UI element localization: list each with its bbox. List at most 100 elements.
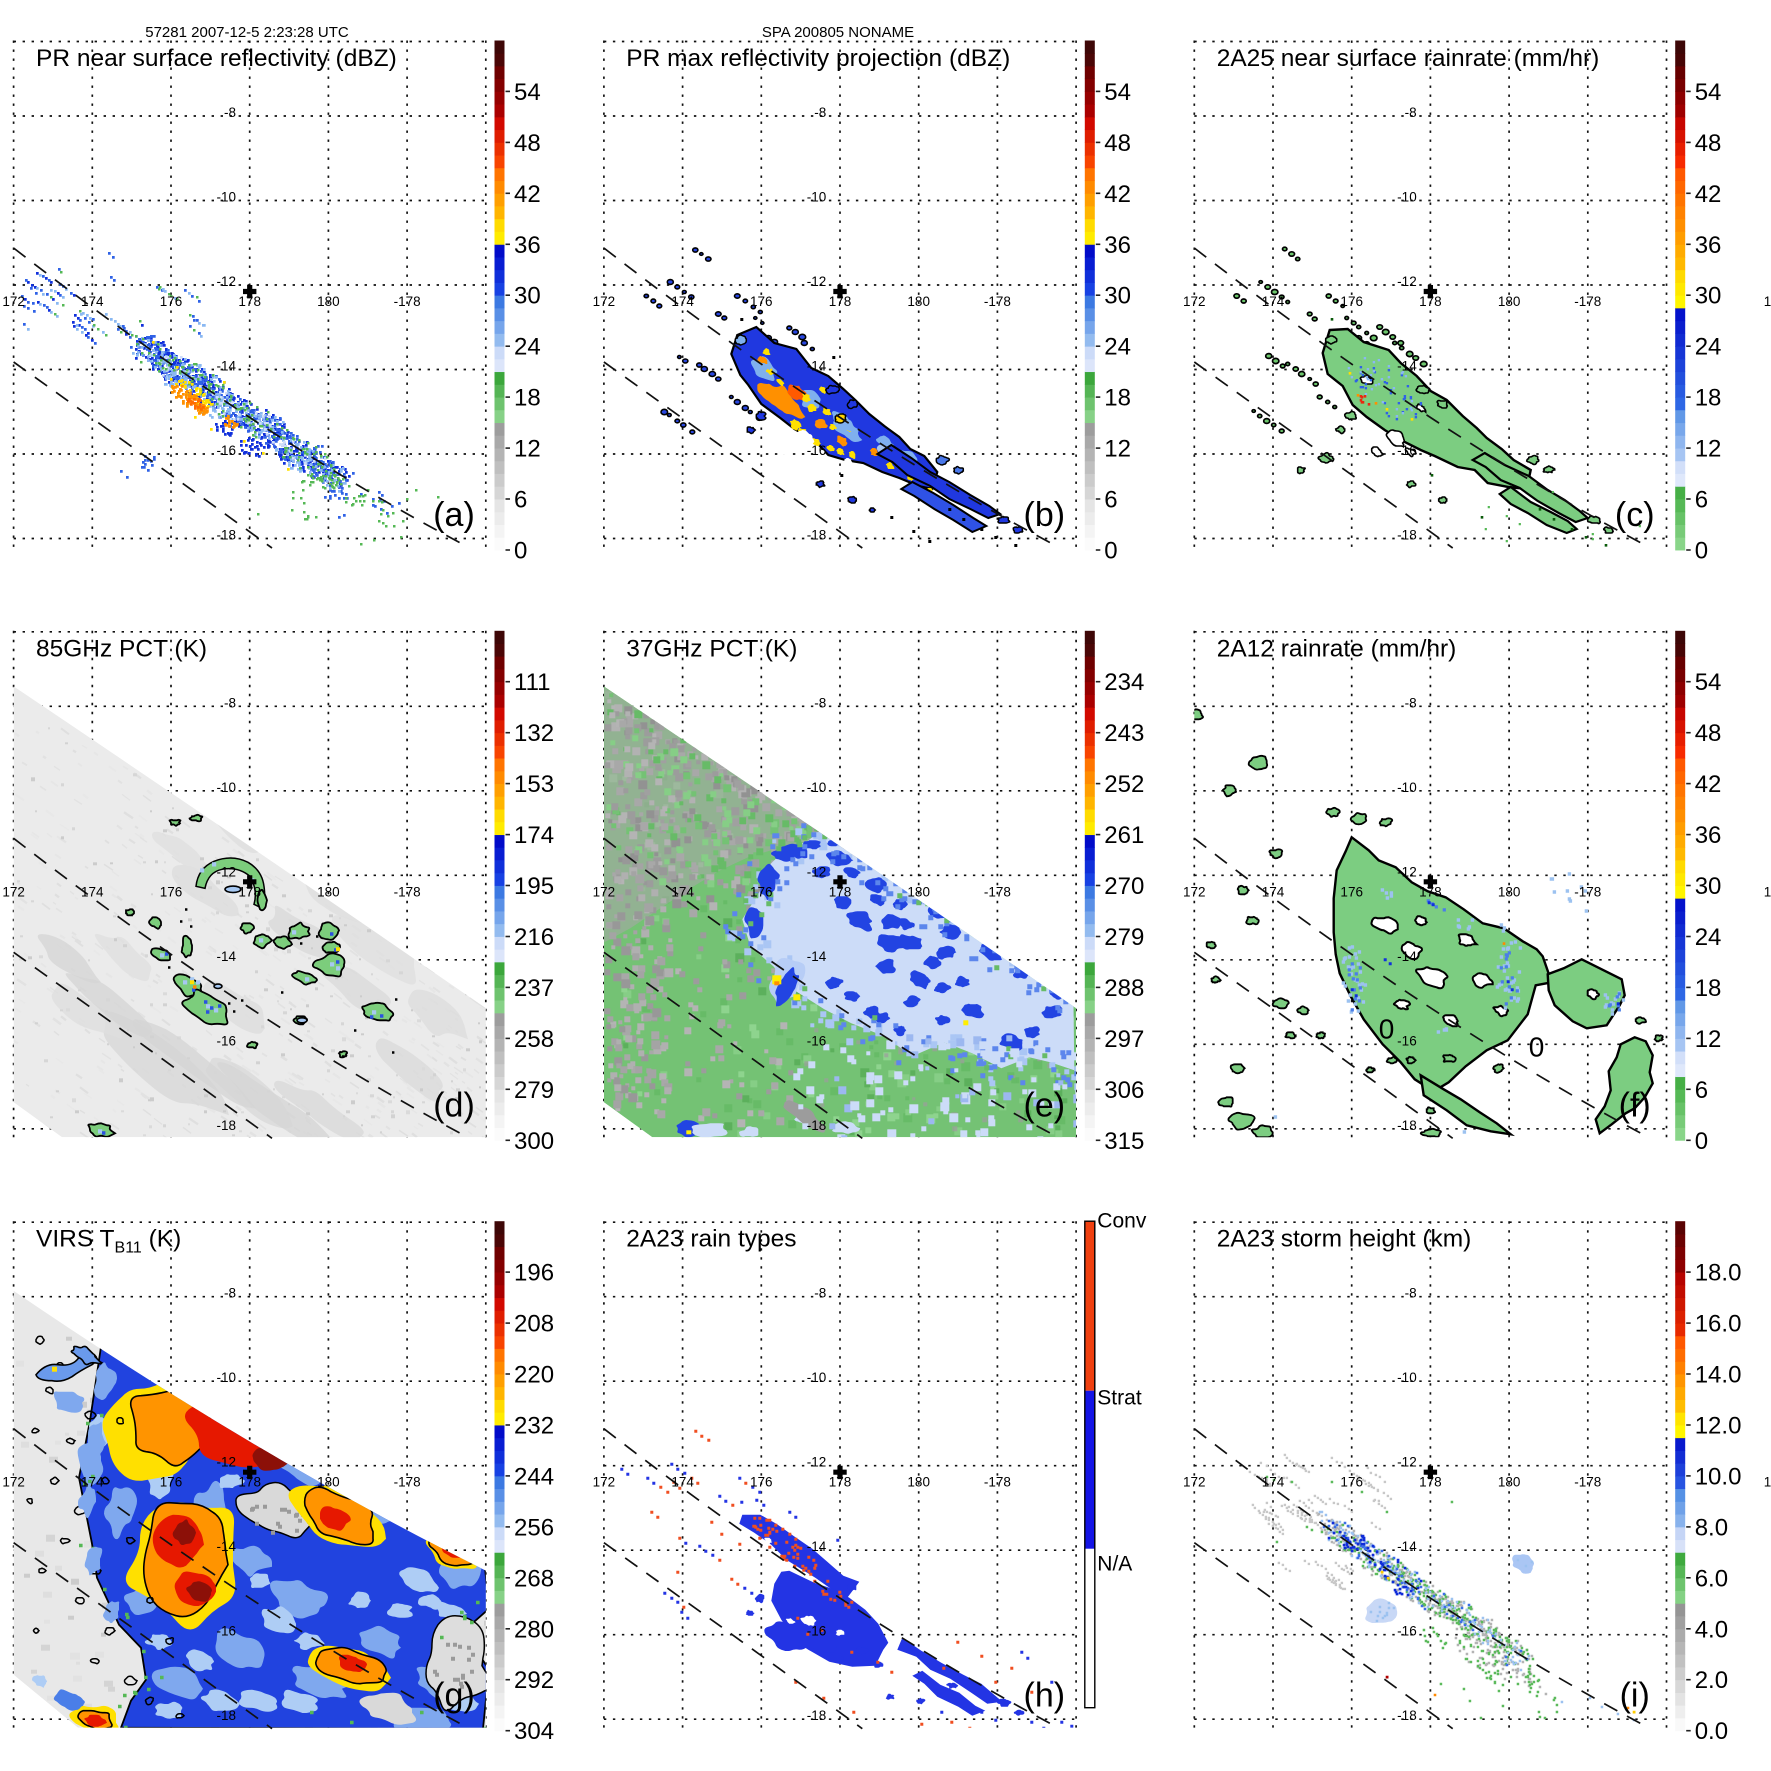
svg-text:30: 30 xyxy=(514,283,541,310)
svg-text:48: 48 xyxy=(1104,130,1131,157)
svg-text:2A23 rain types: 2A23 rain types xyxy=(626,1226,796,1253)
svg-text:-18: -18 xyxy=(1397,1118,1417,1133)
svg-text:174: 174 xyxy=(671,294,694,309)
svg-text:178: 178 xyxy=(238,294,261,309)
svg-text:0: 0 xyxy=(514,538,527,565)
svg-text:178: 178 xyxy=(238,1475,261,1490)
svg-text:237: 237 xyxy=(514,975,554,1002)
svg-text:174: 174 xyxy=(671,1475,694,1490)
svg-text:172: 172 xyxy=(1183,294,1206,309)
svg-text:132: 132 xyxy=(514,720,554,747)
svg-text:-16: -16 xyxy=(1397,1624,1417,1639)
svg-text:0: 0 xyxy=(1104,538,1117,565)
svg-text:178: 178 xyxy=(1419,1475,1442,1490)
svg-text:-178: -178 xyxy=(394,294,421,309)
svg-text:18.0: 18.0 xyxy=(1695,1260,1742,1287)
svg-text:48: 48 xyxy=(514,130,541,157)
svg-text:-8: -8 xyxy=(224,105,236,120)
svg-text:(e): (e) xyxy=(1024,1086,1066,1124)
svg-text:176: 176 xyxy=(1340,1475,1363,1490)
svg-text:12: 12 xyxy=(1695,1026,1722,1053)
svg-text:24: 24 xyxy=(1695,924,1722,951)
svg-text:-12: -12 xyxy=(807,274,827,289)
svg-text:(h): (h) xyxy=(1024,1677,1066,1715)
svg-text:176: 176 xyxy=(1340,294,1363,309)
svg-text:178: 178 xyxy=(829,1475,852,1490)
svg-text:178: 178 xyxy=(829,294,852,309)
svg-text:-178: -178 xyxy=(984,294,1011,309)
svg-text:-178: -178 xyxy=(1574,294,1601,309)
svg-text:0: 0 xyxy=(1379,1013,1395,1044)
svg-text:-178: -178 xyxy=(1574,1475,1601,1490)
svg-text:(a): (a) xyxy=(433,496,475,534)
svg-text:24: 24 xyxy=(514,334,541,361)
svg-text:10.0: 10.0 xyxy=(1695,1463,1742,1490)
svg-text:172: 172 xyxy=(1183,1475,1206,1490)
svg-text:279: 279 xyxy=(1104,924,1144,951)
svg-text:42: 42 xyxy=(1695,771,1722,798)
svg-text:2.0: 2.0 xyxy=(1695,1667,1728,1694)
svg-text:-8: -8 xyxy=(1405,1286,1417,1301)
svg-text:176: 176 xyxy=(750,294,773,309)
svg-text:-14: -14 xyxy=(216,359,236,374)
svg-text:-10: -10 xyxy=(807,780,827,795)
svg-text:-16: -16 xyxy=(1397,443,1417,458)
svg-text:-14: -14 xyxy=(1397,949,1417,964)
svg-text:174: 174 xyxy=(671,884,694,899)
svg-text:176: 176 xyxy=(160,1475,183,1490)
svg-text:54: 54 xyxy=(514,79,541,106)
svg-text:180: 180 xyxy=(317,884,340,899)
svg-text:42: 42 xyxy=(514,181,541,208)
svg-text:12.0: 12.0 xyxy=(1695,1413,1742,1440)
svg-text:-18: -18 xyxy=(216,528,236,543)
svg-text:36: 36 xyxy=(1695,232,1722,259)
svg-text:196: 196 xyxy=(514,1260,554,1287)
svg-text:-16: -16 xyxy=(216,443,236,458)
svg-text:12: 12 xyxy=(1695,436,1722,463)
svg-text:0.0: 0.0 xyxy=(1695,1718,1728,1745)
svg-text:18: 18 xyxy=(1695,975,1722,1002)
svg-text:48: 48 xyxy=(1695,130,1722,157)
svg-text:176: 176 xyxy=(750,884,773,899)
svg-text:172: 172 xyxy=(2,884,25,899)
svg-text:180: 180 xyxy=(1498,294,1521,309)
svg-text:-12: -12 xyxy=(1397,1455,1417,1470)
svg-text:-16: -16 xyxy=(216,1033,236,1048)
svg-text:-10: -10 xyxy=(807,1370,827,1385)
svg-text:252: 252 xyxy=(1104,771,1144,798)
svg-text:-178: -178 xyxy=(984,884,1011,899)
svg-text:-18: -18 xyxy=(216,1118,236,1133)
svg-text:232: 232 xyxy=(514,1413,554,1440)
svg-text:16.0: 16.0 xyxy=(1695,1311,1742,1338)
svg-text:174: 174 xyxy=(1262,884,1285,899)
svg-text:VIRS TB11 (K): VIRS TB11 (K) xyxy=(36,1226,181,1257)
svg-text:268: 268 xyxy=(514,1565,554,1592)
svg-text:180: 180 xyxy=(1498,1475,1521,1490)
svg-text:14.0: 14.0 xyxy=(1695,1362,1742,1389)
svg-text:-178: -178 xyxy=(984,1475,1011,1490)
svg-text:-14: -14 xyxy=(1397,1539,1417,1554)
svg-text:PR max reflectivity projection: PR max reflectivity projection (dBZ) xyxy=(626,45,1010,72)
svg-text:174: 174 xyxy=(81,294,104,309)
svg-text:261: 261 xyxy=(1104,822,1144,849)
svg-text:172: 172 xyxy=(2,294,25,309)
svg-text:0: 0 xyxy=(1695,1128,1708,1155)
svg-text:30: 30 xyxy=(1695,283,1722,310)
svg-text:-12: -12 xyxy=(216,1455,236,1470)
svg-text:176: 176 xyxy=(750,1475,773,1490)
svg-text:24: 24 xyxy=(1695,334,1722,361)
svg-text:208: 208 xyxy=(514,1311,554,1338)
svg-text:36: 36 xyxy=(514,232,541,259)
svg-text:-178: -178 xyxy=(394,1475,421,1490)
svg-text:280: 280 xyxy=(514,1616,554,1643)
svg-text:36: 36 xyxy=(1695,822,1722,849)
svg-text:300: 300 xyxy=(514,1128,554,1155)
svg-text:174: 174 xyxy=(81,884,104,899)
svg-text:-10: -10 xyxy=(216,190,236,205)
svg-text:-8: -8 xyxy=(224,695,236,710)
svg-text:4.0: 4.0 xyxy=(1695,1616,1728,1643)
svg-text:6: 6 xyxy=(514,487,527,514)
svg-text:195: 195 xyxy=(514,873,554,900)
svg-text:0: 0 xyxy=(1529,1031,1545,1062)
svg-text:37GHz PCT (K): 37GHz PCT (K) xyxy=(626,635,797,662)
